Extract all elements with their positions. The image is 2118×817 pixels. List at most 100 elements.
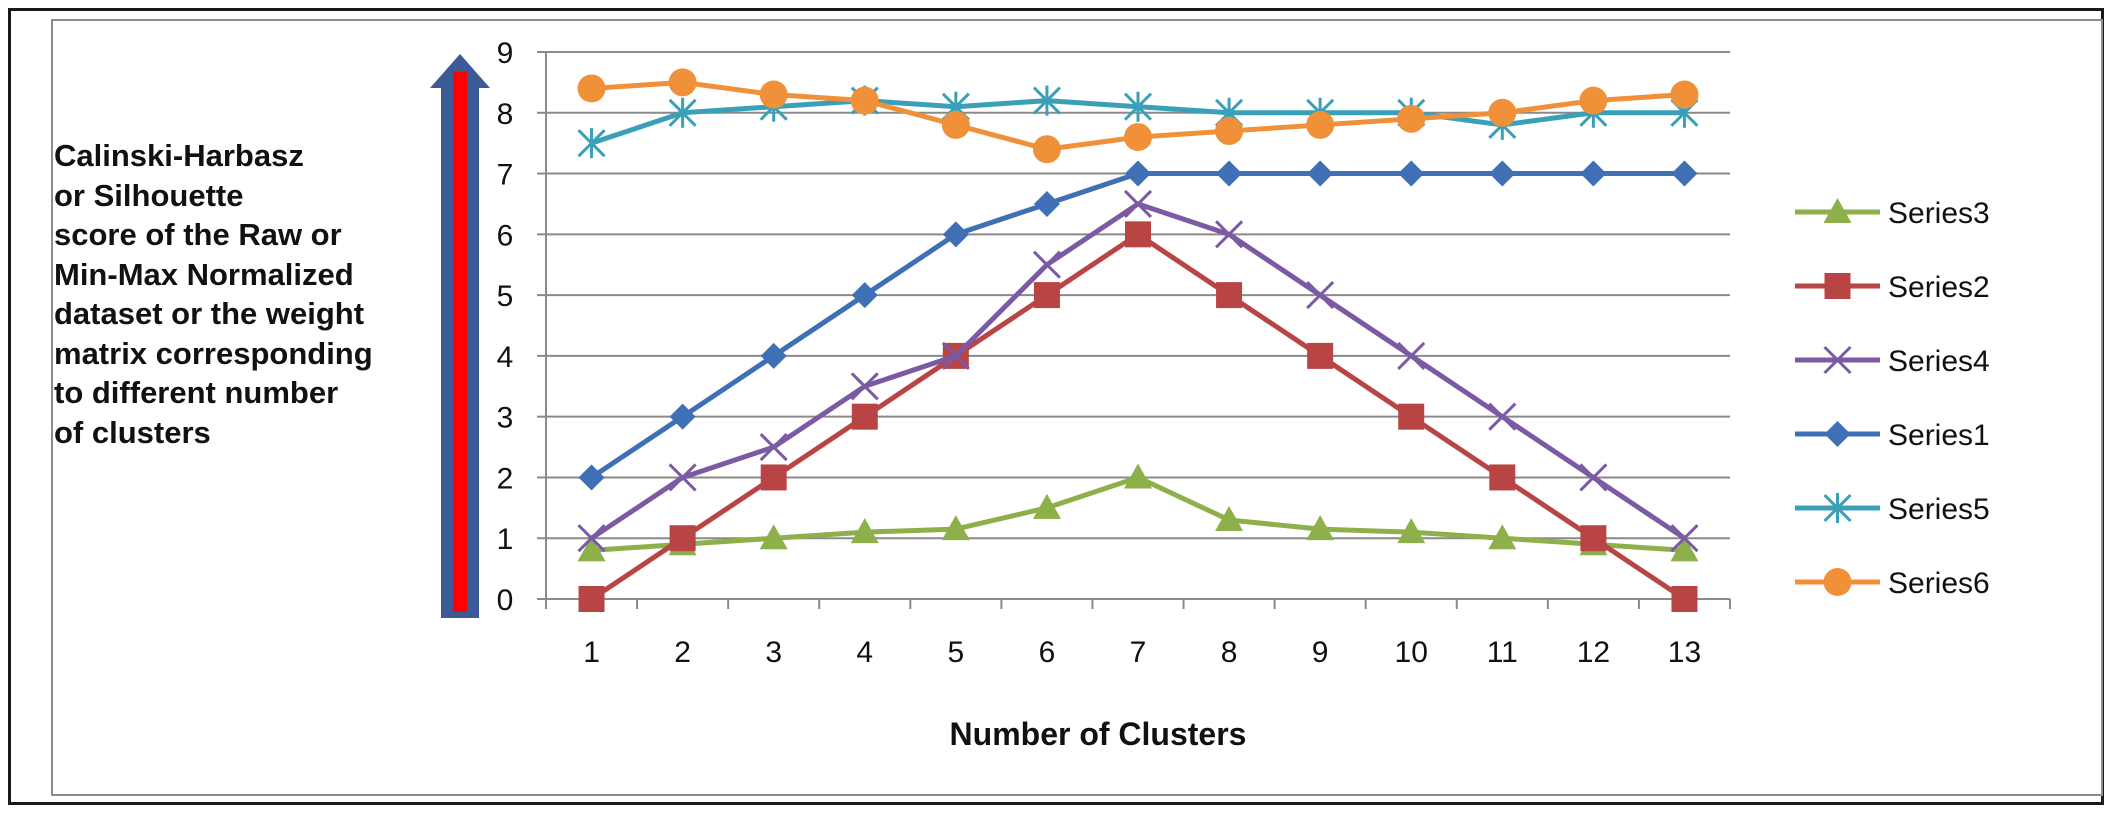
legend-item: Series5 bbox=[1795, 493, 1990, 526]
y-tick-label: 0 bbox=[497, 584, 514, 617]
data-point bbox=[1671, 586, 1698, 612]
series-lines bbox=[577, 68, 1699, 612]
data-point bbox=[1216, 160, 1243, 187]
data-point bbox=[1124, 463, 1152, 489]
data-point bbox=[1123, 189, 1153, 219]
data-point bbox=[669, 525, 696, 552]
x-tick-label: 13 bbox=[1668, 636, 1701, 669]
y-tick-label: 3 bbox=[497, 402, 514, 435]
data-point bbox=[759, 80, 788, 109]
x-tick-labels: 1 2 3 4 5 6 7 8 9 10 11 12 13 bbox=[583, 636, 1701, 669]
y-tick-labels: 0 1 2 3 4 5 6 7 8 9 bbox=[497, 37, 514, 617]
data-point bbox=[942, 221, 969, 248]
data-point bbox=[577, 128, 606, 159]
data-point bbox=[1670, 536, 1699, 562]
data-point bbox=[577, 524, 606, 553]
data-point bbox=[1671, 160, 1698, 187]
y-tick-label: 8 bbox=[497, 98, 514, 131]
data-point bbox=[1489, 464, 1516, 491]
data-point bbox=[1489, 160, 1516, 187]
legend-marker bbox=[1823, 568, 1852, 596]
data-point bbox=[1125, 160, 1151, 187]
data-point bbox=[1398, 403, 1425, 430]
data-point bbox=[668, 68, 697, 97]
data-point bbox=[1579, 463, 1608, 492]
outer-frame bbox=[8, 8, 2104, 805]
x-tick-label: 1 bbox=[583, 636, 600, 669]
data-point bbox=[1215, 220, 1244, 249]
data-point bbox=[1398, 160, 1425, 187]
legend-label: Series5 bbox=[1888, 493, 1990, 526]
data-point bbox=[1579, 86, 1608, 115]
data-point bbox=[1580, 160, 1607, 187]
x-tick-label: 4 bbox=[856, 636, 873, 669]
data-point bbox=[1397, 518, 1426, 544]
legend-marker bbox=[1823, 493, 1852, 523]
data-point bbox=[1306, 281, 1335, 310]
data-point bbox=[1215, 117, 1244, 146]
data-point bbox=[1397, 104, 1426, 133]
x-tick-label: 3 bbox=[765, 636, 782, 669]
arrow-fill bbox=[453, 72, 467, 612]
data-point bbox=[668, 97, 697, 128]
series-series1 bbox=[578, 160, 1698, 491]
data-point bbox=[941, 341, 970, 370]
data-point bbox=[1032, 250, 1061, 279]
data-point bbox=[1215, 505, 1244, 531]
legend-label: Series4 bbox=[1888, 345, 1990, 378]
series-series6 bbox=[577, 68, 1699, 164]
data-point bbox=[578, 464, 605, 491]
legend-label: Series1 bbox=[1888, 419, 1990, 452]
up-arrow bbox=[430, 54, 490, 618]
legend-item: Series3 bbox=[1795, 197, 1990, 230]
series-series2 bbox=[578, 221, 1698, 612]
data-point bbox=[1123, 91, 1153, 122]
data-point bbox=[759, 524, 788, 550]
x-axis-title: Number of Clusters bbox=[950, 716, 1247, 752]
data-point bbox=[577, 536, 606, 562]
legend-item: Series4 bbox=[1795, 345, 1990, 378]
x-tick-label: 5 bbox=[948, 636, 965, 669]
data-point bbox=[941, 515, 970, 541]
y-tick-label: 9 bbox=[497, 37, 514, 70]
legend-marker bbox=[1824, 273, 1851, 299]
data-point bbox=[1488, 402, 1517, 431]
y-tick-label: 6 bbox=[497, 219, 514, 252]
data-point bbox=[1033, 190, 1060, 217]
x-tick-label: 11 bbox=[1487, 636, 1518, 669]
data-point bbox=[760, 464, 787, 491]
y-tick-label: 4 bbox=[497, 341, 514, 374]
data-point bbox=[1580, 525, 1607, 552]
data-point bbox=[1397, 341, 1426, 370]
series-line bbox=[590, 171, 1685, 480]
data-point bbox=[1216, 282, 1243, 309]
data-point bbox=[1306, 110, 1335, 139]
data-point bbox=[1307, 160, 1334, 187]
data-point bbox=[1033, 282, 1060, 309]
data-point bbox=[850, 372, 879, 401]
legend-marker bbox=[1823, 198, 1852, 223]
data-point bbox=[1670, 524, 1699, 553]
data-point bbox=[1488, 98, 1517, 127]
x-tick-label: 10 bbox=[1395, 636, 1428, 669]
legend-label: Series2 bbox=[1888, 271, 1990, 304]
legend-label: Series3 bbox=[1888, 197, 1990, 230]
data-point bbox=[1124, 123, 1152, 152]
data-point bbox=[850, 86, 879, 115]
y-tick-label: 1 bbox=[497, 523, 514, 556]
legend-item: Series2 bbox=[1795, 271, 1990, 304]
data-point bbox=[851, 403, 878, 430]
chart-frame bbox=[51, 19, 2103, 796]
legend-marker bbox=[1824, 421, 1851, 447]
data-point bbox=[1125, 221, 1151, 248]
data-point bbox=[1670, 80, 1699, 109]
data-point bbox=[1488, 524, 1517, 550]
data-point bbox=[851, 282, 878, 309]
data-point bbox=[668, 463, 697, 492]
data-point bbox=[759, 432, 788, 462]
data-point bbox=[1307, 342, 1334, 369]
x-tick-label: 6 bbox=[1039, 636, 1056, 669]
x-tick-label: 9 bbox=[1312, 636, 1329, 669]
x-tick-label: 7 bbox=[1130, 636, 1147, 669]
